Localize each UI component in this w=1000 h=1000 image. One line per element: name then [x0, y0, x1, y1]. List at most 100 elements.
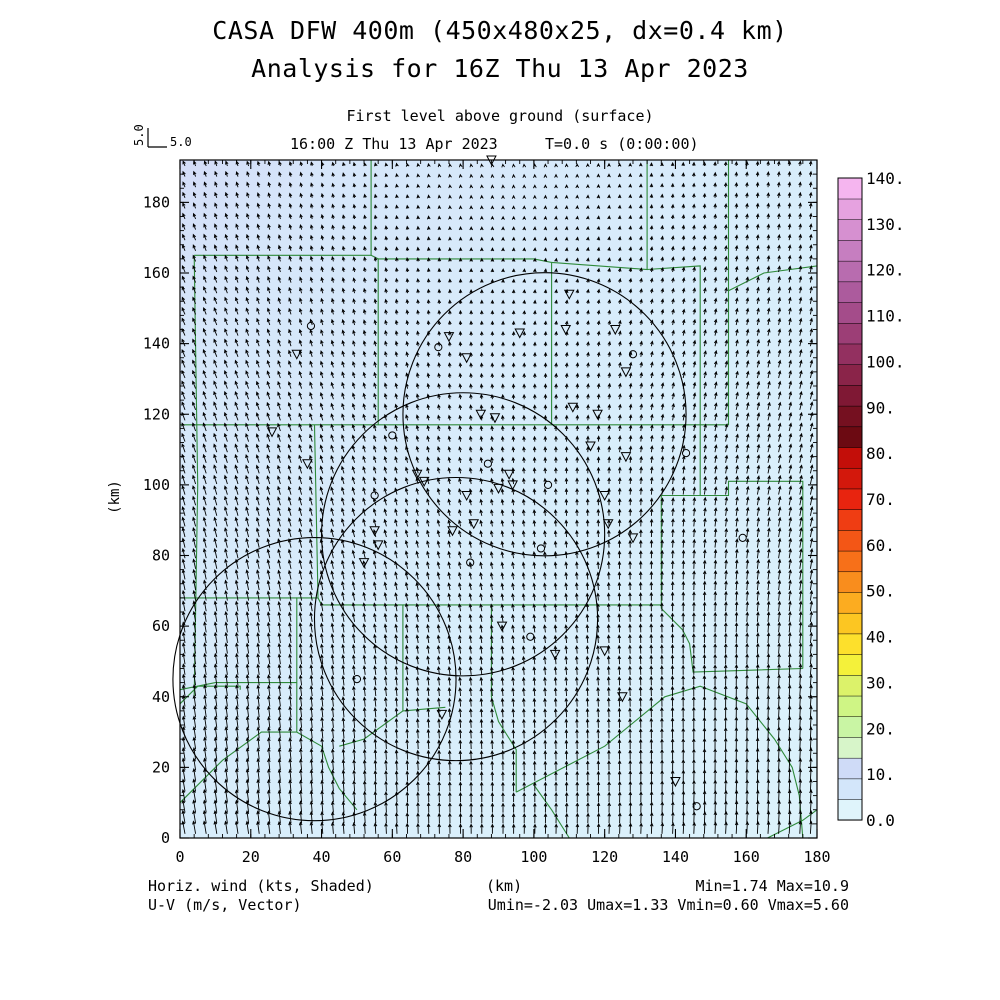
title-line-2: Analysis for 16Z Thu 13 Apr 2023	[251, 54, 749, 83]
colorbar-swatch-23	[837, 322, 863, 345]
county-line-18	[296, 731, 358, 811]
reference-vector-label-x: 5.0	[170, 135, 192, 149]
station-triangle-13	[468, 519, 480, 530]
colorbar-label: 90.	[866, 398, 895, 417]
station-triangle-19	[563, 289, 575, 300]
county-line-21	[660, 608, 803, 673]
axes: 0 20 40 60 80 100 120 140 160 180 0 20 40 60 80 100 120 1…	[107, 159, 831, 866]
wind-speed-shading	[180, 160, 817, 838]
colorbar-swatch-30	[837, 177, 863, 200]
station-triangle-18	[514, 328, 526, 339]
colorbar-swatch-26	[837, 260, 863, 283]
radar-range-rings	[172, 272, 687, 822]
station-triangle-24	[585, 441, 596, 452]
colorbar-swatch-19	[837, 405, 863, 428]
county-line-15	[179, 731, 297, 804]
x-tick-label: 160	[733, 848, 760, 866]
station-triangle-10	[475, 409, 487, 420]
station-triangle-14	[447, 526, 458, 537]
y-tick-label: 20	[152, 758, 170, 776]
colorbar-label: 20.	[866, 719, 895, 738]
colorbar-swatch-28	[837, 219, 863, 241]
wind-vectors	[181, 160, 814, 834]
county-line-6	[180, 160, 730, 426]
station-triangle-7	[418, 476, 430, 487]
colorbar-swatch-13	[837, 529, 863, 552]
x-tick-label: 20	[242, 848, 260, 866]
station-triangle-12	[461, 490, 472, 502]
colorbar-label: 110.	[866, 307, 905, 326]
colorbar-swatch-9	[837, 612, 863, 635]
colorbar-swatch-27	[837, 239, 863, 262]
colorbar-swatch-8	[837, 633, 863, 655]
colorbar-label: 130.	[866, 215, 905, 234]
colorbar-label: 50.	[866, 582, 895, 601]
station-triangle-1	[266, 427, 278, 438]
colorbar-swatch-7	[837, 654, 863, 676]
colorbar-swatch-4	[837, 716, 863, 738]
station-triangle-26	[620, 367, 632, 378]
colorbar-swatch-0	[837, 799, 863, 821]
colorbar-swatch-17	[837, 446, 863, 469]
reference-vector-label-y: 5.0	[132, 124, 146, 146]
colorbar-swatch-11	[837, 571, 863, 593]
footer-shaded-label: Horiz. wind (kts, Shaded)	[148, 877, 374, 895]
colorbar-swatch-14	[837, 509, 863, 531]
colorbar-label: 100.	[866, 352, 905, 371]
county-line-16	[179, 685, 241, 705]
title-line-1: CASA DFW 400m (450x480x25, dx=0.4 km)	[212, 16, 788, 45]
station-triangle-35	[670, 777, 681, 788]
colorbar-swatch-25	[837, 281, 863, 303]
x-tick-label: 180	[803, 848, 830, 866]
station-triangle-20	[560, 325, 572, 336]
county-line-3	[378, 258, 553, 425]
station-circle-11	[738, 533, 747, 542]
x-tick-label: 100	[520, 848, 547, 866]
footer-min-max: Min=1.74 Max=10.9	[695, 877, 849, 895]
colorbar-swatch-6	[837, 674, 863, 697]
elapsed-subtitle: T=0.0 s (0:00:00)	[545, 135, 699, 153]
station-triangle-4	[372, 540, 384, 551]
colorbar-frame	[837, 177, 863, 821]
footer-vector-label: U-V (m/s, Vector)	[148, 896, 302, 914]
y-tick-label: 140	[143, 335, 170, 353]
colorbar-swatch-5	[837, 695, 863, 717]
x-tick-label: 80	[454, 848, 472, 866]
station-triangle-21	[609, 325, 621, 336]
station-circle-13	[692, 802, 701, 811]
station-circle-8	[543, 480, 553, 489]
colorbar-swatch-18	[837, 426, 863, 448]
plot-area	[172, 155, 818, 839]
station-circle-2	[388, 431, 397, 440]
station-circle-7	[526, 632, 535, 641]
colorbar-label: 80.	[866, 444, 895, 463]
colorbar-swatch-16	[837, 467, 863, 490]
colorbar-label: 30.	[866, 673, 895, 692]
colorbar-swatch-20	[837, 384, 863, 407]
colorbar-swatch-15	[837, 488, 863, 510]
county-line-10	[296, 424, 319, 733]
station-triangle-23	[592, 409, 603, 420]
y-tick-label: 80	[152, 547, 170, 565]
y-tick-label: 120	[143, 405, 170, 423]
radar-4-ring	[313, 476, 599, 762]
wind-vector-field	[181, 160, 814, 834]
station-triangle-27	[599, 490, 610, 502]
station-circle-4	[483, 459, 492, 468]
radar-3-ring	[402, 272, 687, 557]
colorbar-swatch-2	[837, 757, 863, 780]
station-circle-0	[306, 321, 316, 331]
colorbar-swatch-29	[837, 198, 863, 220]
colorbar-swatch-21	[837, 364, 863, 386]
station-circle-6	[536, 544, 546, 553]
colorbar-swatch-22	[837, 343, 863, 365]
station-triangle-0	[291, 349, 303, 360]
station-triangle-25	[620, 452, 632, 463]
station-triangle-9	[461, 353, 472, 364]
colorbar: 0.0 10. 20. 30. 40. 50. 60. 70. 80. 90. 100. 110. 12…	[837, 169, 905, 830]
station-circle-12	[352, 674, 362, 684]
station-triangle-8	[443, 332, 455, 343]
y-tick-label: 100	[143, 476, 170, 494]
colorbar-swatch-24	[837, 302, 863, 324]
radar-2-ring	[321, 392, 606, 677]
